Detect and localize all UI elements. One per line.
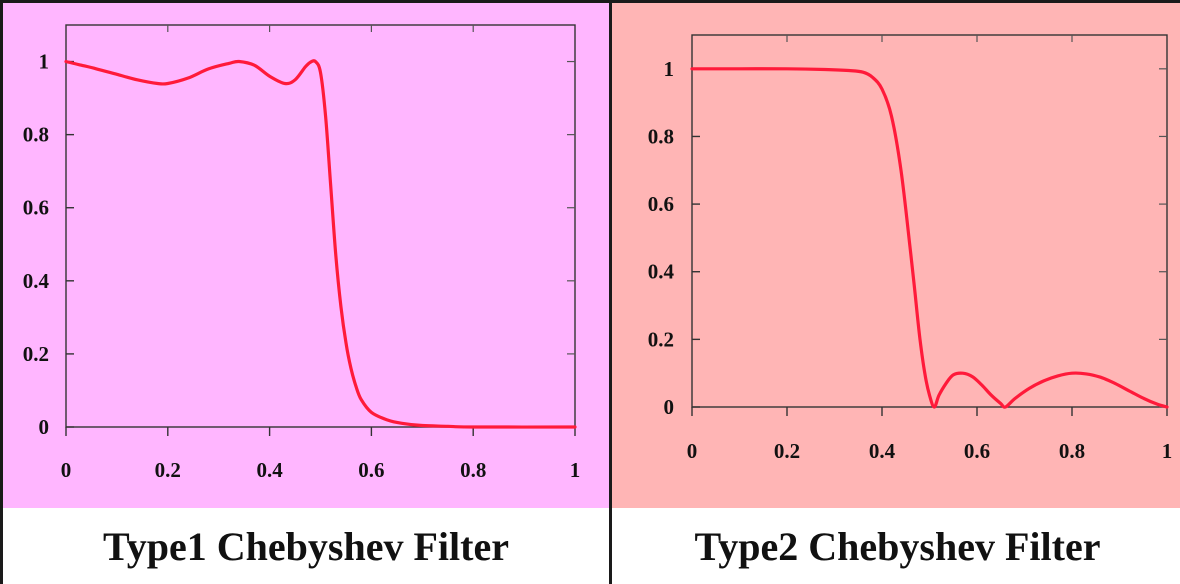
type1-plot-background — [3, 3, 609, 508]
type1-plot-frame — [65, 24, 576, 428]
type2-response-line — [690, 67, 1169, 409]
type1-y-tick-label: 0.6 — [23, 196, 49, 220]
type2-y-tick-label: 0 — [664, 395, 675, 419]
type1-y-tick-label: 1 — [39, 50, 50, 74]
type1-response-line — [64, 59, 577, 429]
type2-y-tick-label: 0.2 — [648, 327, 674, 351]
type1-y-tick-label: 0.8 — [23, 123, 49, 147]
type1-x-tick-label: 0.8 — [460, 458, 486, 482]
type1-y-tick-label: 0.2 — [23, 342, 49, 366]
type1-x-tick-label: 0.2 — [155, 458, 181, 482]
type1-panel: 0 0.2 0.4 0.6 0.8 1 0 0.2 0.4 0.6 0.8 1 Type1 Cheby… — [3, 3, 609, 584]
type1-x-tick-label: 0 — [61, 458, 72, 482]
type2-x-tick-label: 0.2 — [774, 439, 800, 463]
type2-plot-frame — [691, 34, 1168, 408]
type2-x-tick-label: 0 — [687, 439, 698, 463]
type1-x-tick-label: 0.6 — [358, 458, 384, 482]
type1-y-tick-label: 0.4 — [23, 269, 50, 293]
type2-x-tick-label: 0.6 — [964, 439, 990, 463]
type2-y-tick-label: 0.8 — [648, 124, 674, 148]
type1-caption: Type1 Chebyshev Filter — [3, 508, 609, 584]
type2-y-tick-label: 0.4 — [648, 260, 675, 284]
type2-y-tick-label: 1 — [664, 57, 675, 81]
type2-caption: Type2 Chebyshev Filter — [612, 508, 1180, 584]
type2-y-tick-label: 0.6 — [648, 192, 674, 216]
type2-chart: 0 0.2 0.4 0.6 0.8 1 0 0.2 0.4 0.6 0.8 1 — [648, 34, 1173, 463]
type1-y-tick-label: 0 — [39, 415, 50, 439]
type1-x-tick-label: 0.4 — [256, 458, 283, 482]
type2-x-tick-label: 0.4 — [869, 439, 896, 463]
type2-panel: 0 0.2 0.4 0.6 0.8 1 0 0.2 0.4 0.6 0.8 1 Type2 Cheby… — [609, 3, 1180, 584]
type2-x-tick-label: 1 — [1162, 439, 1173, 463]
type2-plot-background — [612, 3, 1180, 508]
type2-x-tick-label: 0.8 — [1059, 439, 1085, 463]
type1-x-tick-label: 1 — [570, 458, 581, 482]
type1-chart: 0 0.2 0.4 0.6 0.8 1 0 0.2 0.4 0.6 0.8 1 — [23, 24, 581, 482]
